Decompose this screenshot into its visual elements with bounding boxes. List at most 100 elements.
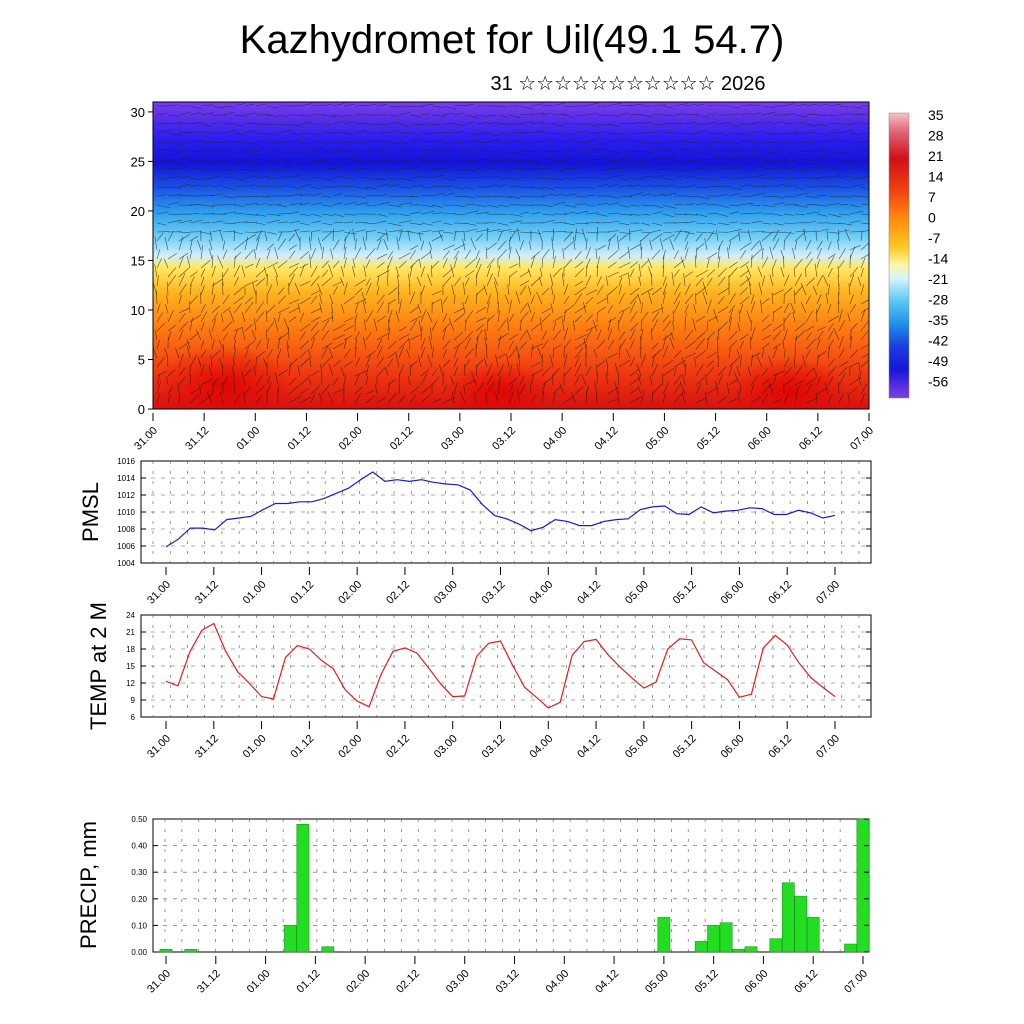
wind-vector	[728, 192, 740, 197]
wind-vector	[508, 333, 518, 341]
wind-vector	[497, 310, 501, 323]
pmsl-x-tick-label: 06.00	[719, 579, 747, 607]
wind-vector	[299, 323, 311, 332]
precip-bar	[732, 949, 745, 953]
wind-vector	[255, 268, 266, 278]
wind-vector	[857, 276, 862, 287]
wind-vector	[175, 347, 180, 359]
wind-vector	[783, 231, 792, 242]
wind-vector	[189, 212, 200, 215]
wind-vector	[629, 322, 639, 332]
wind-vector	[277, 260, 288, 269]
wind-vector	[618, 262, 631, 269]
wind-vector	[420, 195, 432, 197]
wind-vector	[222, 240, 225, 251]
wind-vector	[464, 249, 471, 260]
wind-vector	[728, 304, 736, 314]
wind-vector	[288, 168, 299, 171]
wind-vector	[156, 232, 164, 242]
wind-vector	[574, 228, 577, 242]
wind-vector	[618, 213, 632, 216]
wind-vector	[189, 112, 201, 116]
wind-vector	[849, 267, 859, 278]
wind-vector	[750, 326, 756, 341]
wind-vector	[453, 195, 466, 197]
wind-vector	[211, 349, 222, 359]
wind-vector	[189, 219, 203, 224]
wind-vector	[596, 213, 608, 217]
wind-vector	[574, 222, 589, 225]
wind-vector	[759, 240, 763, 251]
wind-vector	[860, 393, 865, 404]
wind-vector	[749, 337, 752, 350]
wind-vector	[772, 213, 783, 217]
wind-vector	[156, 357, 165, 368]
wind-vector	[178, 367, 185, 377]
wind-vector	[222, 211, 236, 215]
wind-vector	[277, 231, 283, 242]
wind-vector	[705, 373, 708, 386]
wind-vector	[343, 157, 358, 161]
wind-vector	[420, 327, 423, 341]
wind-vector	[255, 222, 266, 225]
wind-vector	[244, 249, 254, 260]
wind-vector	[431, 114, 446, 117]
wind-vector	[618, 132, 629, 136]
wind-vector	[541, 391, 545, 404]
wind-vector	[563, 148, 574, 152]
wind-vector	[662, 249, 666, 260]
wind-vector	[585, 314, 594, 323]
wind-vector	[750, 149, 761, 152]
pmsl-x-tick-label: 02.00	[336, 579, 364, 607]
wind-vector	[783, 213, 794, 216]
wind-vector	[695, 247, 698, 260]
wind-vector	[673, 250, 679, 260]
wind-vector	[530, 312, 535, 323]
wind-vector	[563, 367, 572, 377]
wind-vector	[497, 376, 502, 386]
wind-vector	[805, 277, 816, 287]
wind-vector	[837, 301, 840, 314]
wind-vector	[343, 338, 347, 350]
wind-vector	[164, 258, 169, 269]
wind-vector	[376, 183, 390, 188]
wind-vector	[530, 383, 532, 395]
pmsl-x-tick-label: 07.00	[814, 579, 842, 607]
precip-y-tick-label: 0.30	[131, 868, 147, 877]
wind-vector	[695, 130, 706, 134]
wind-vector	[849, 148, 862, 152]
wind-vector	[746, 265, 752, 278]
wind-vector	[156, 222, 167, 226]
wind-vector	[310, 321, 319, 332]
wind-vector	[233, 195, 245, 198]
wind-vector	[200, 311, 208, 323]
pmsl-y-tick-label: 1004	[117, 559, 135, 568]
wind-vector	[352, 228, 356, 242]
wind-vector	[299, 264, 305, 278]
wind-vector	[244, 213, 259, 216]
wind-vector	[200, 303, 206, 314]
precip-bar	[781, 882, 795, 953]
wind-vector	[585, 102, 599, 107]
wind-vector	[772, 330, 782, 341]
wind-vector	[442, 348, 447, 359]
wind-vector	[167, 267, 177, 278]
wind-vector	[838, 229, 840, 242]
wind-vector	[780, 266, 785, 278]
wind-vector	[563, 231, 573, 242]
wind-vector	[508, 177, 519, 180]
wind-vector	[321, 345, 329, 359]
wind-vector	[596, 256, 600, 269]
wind-vector	[827, 376, 834, 386]
wind-vector	[739, 261, 750, 269]
wind-vector	[706, 321, 709, 332]
wind-vector	[376, 396, 387, 404]
wind-vector	[167, 114, 178, 117]
wind-vector	[761, 334, 771, 341]
wind-vector	[299, 331, 306, 341]
wind-vector	[662, 231, 673, 234]
wind-vector	[847, 392, 851, 404]
wind-vector	[222, 306, 231, 314]
wind-vector	[398, 202, 413, 206]
wind-vector	[816, 326, 826, 332]
